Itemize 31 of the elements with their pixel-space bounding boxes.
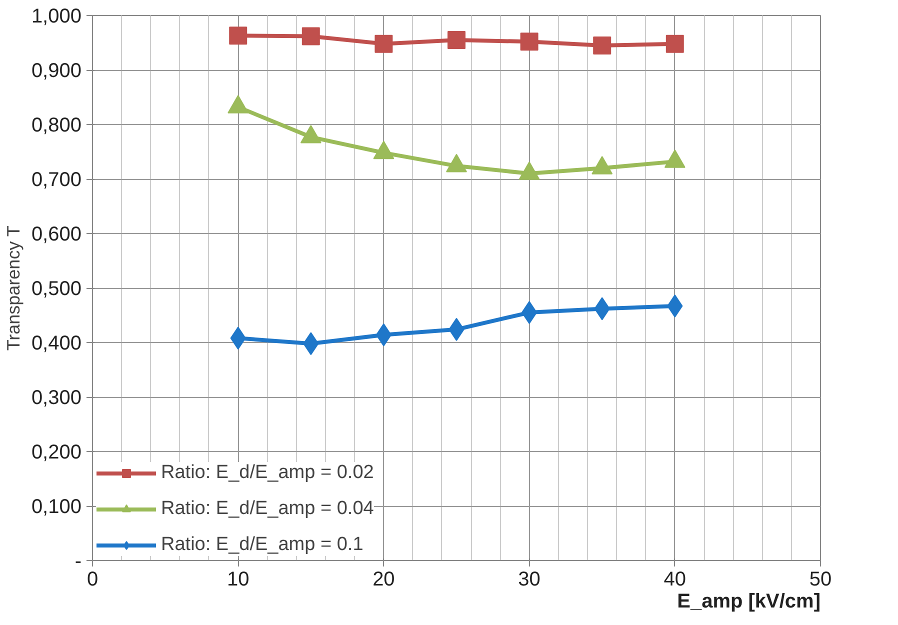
y-tick-label: 0,400: [31, 332, 82, 354]
y-axis-title: Transparency T: [3, 226, 24, 351]
point: [666, 34, 684, 53]
y-tick-label: 0,100: [31, 496, 82, 518]
y-tick-label: 0,900: [31, 60, 82, 82]
y-tick-label: 1,000: [31, 6, 82, 28]
y-tick-label: -: [74, 550, 82, 572]
x-axis-title: E_amp [kV/cm]: [677, 590, 820, 612]
x-tick-label: 0: [86, 568, 98, 590]
y-tick-label: 0,600: [31, 224, 82, 246]
y-tick-label: 0,300: [31, 387, 82, 409]
legend-label: Ratio: E_d/E_amp = 0.04: [161, 498, 374, 520]
x-tick-label: 20: [372, 568, 395, 590]
legend-label: Ratio: E_d/E_amp = 0.1: [161, 534, 364, 556]
legend-label: Ratio: E_d/E_amp = 0.02: [161, 462, 374, 484]
y-tick-label: 0,700: [31, 169, 82, 191]
x-tick-label: 50: [809, 568, 832, 590]
point: [448, 31, 466, 50]
x-tick-label: 30: [518, 568, 540, 590]
point: [521, 301, 538, 324]
point: [376, 323, 392, 346]
point: [302, 27, 320, 46]
x-tick-label: 10: [226, 568, 250, 590]
point: [593, 36, 612, 54]
point: [374, 34, 393, 53]
y-tick-label: 0,200: [31, 442, 82, 464]
y-tick-label: 0,800: [31, 114, 82, 136]
y-tick-label: 0,500: [31, 278, 82, 300]
point: [520, 32, 538, 51]
x-tick-label: 40: [664, 568, 686, 590]
point: [229, 26, 248, 45]
